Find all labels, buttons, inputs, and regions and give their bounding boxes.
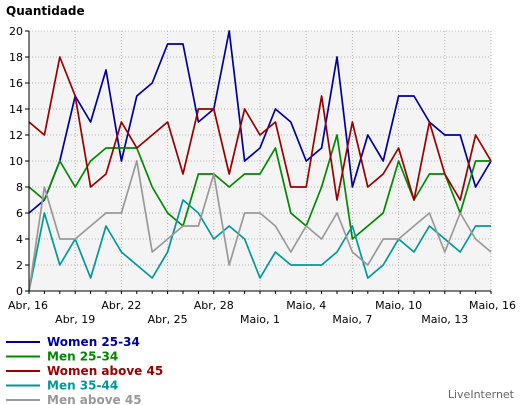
x-tick-label: Maio, 10	[375, 299, 422, 312]
y-tick-label: 14	[9, 103, 23, 116]
series-lines	[28, 30, 492, 292]
x-axis-ticks: Abr, 16 Abr, 19 Abr, 22 Abr, 25 Abr, 28 Maio,…	[8, 291, 516, 326]
y-tick-label: 12	[9, 129, 23, 142]
x-tick-label: Maio, 1	[240, 313, 280, 326]
legend-label: Women above 45	[47, 364, 163, 378]
x-tick-label: Abr, 28	[194, 299, 234, 312]
legend-label: Men 35-44	[47, 379, 118, 393]
x-tick-label: Abr, 16	[8, 299, 48, 312]
x-tick-label: Abr, 22	[101, 299, 141, 312]
y-axis-ticks: 0 2 4 6 8 10 12 14 16 18 20	[9, 25, 29, 298]
x-tick-label: Abr, 25	[148, 313, 188, 326]
y-tick-label: 4	[16, 233, 23, 246]
y-tick-label: 16	[9, 77, 23, 90]
x-tick-label: Maio, 13	[421, 313, 468, 326]
y-tick-label: 20	[9, 25, 23, 38]
x-tick-label: Maio, 7	[332, 313, 372, 326]
legend-label: Women 25-34	[47, 335, 140, 349]
x-tick-label: Maio, 16	[469, 299, 516, 312]
series-line	[28, 160, 492, 292]
y-tick-label: 0	[16, 285, 23, 298]
y-tick-label: 18	[9, 51, 23, 64]
y-tick-label: 2	[16, 259, 23, 272]
legend-label: Men above 45	[47, 393, 142, 405]
legend-label: Men 25-34	[47, 350, 118, 364]
x-tick-label: Maio, 4	[286, 299, 326, 312]
series-line	[28, 199, 491, 292]
y-tick-label: 10	[9, 155, 23, 168]
x-tick-label: Abr, 19	[55, 313, 95, 326]
credit-label: LiveInternet	[448, 388, 515, 401]
series-line	[28, 30, 492, 214]
series-line	[28, 56, 492, 201]
y-axis-title: Quantidade	[6, 4, 85, 18]
y-tick-label: 8	[16, 181, 23, 194]
y-tick-label: 6	[16, 207, 23, 220]
